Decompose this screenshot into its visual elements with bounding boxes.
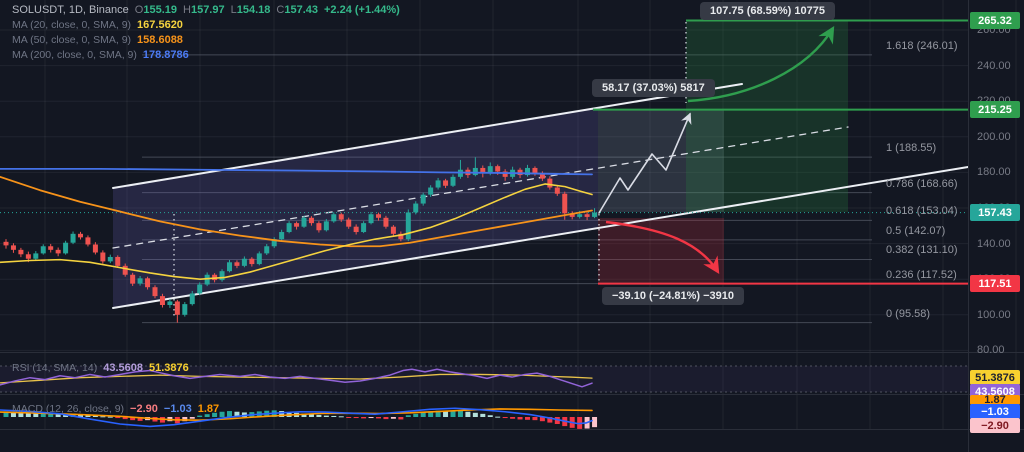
ma50-line [0, 175, 593, 248]
target1-label[interactable]: 58.17 (37.03%) 5817 [592, 79, 715, 97]
macd-legend[interactable]: MACD (12, 26, close, 9) −2.90 −1.03 1.87 [12, 403, 219, 415]
channel-bottom-line [112, 166, 969, 309]
macd-line [0, 407, 593, 428]
fib-level-label: 1.618 (246.01) [886, 39, 958, 52]
ma20-value: 167.5620 [137, 19, 183, 31]
price-tick-label: 200.00 [977, 130, 1011, 143]
channel-mid-dashed-line [112, 126, 849, 249]
rsi-legend[interactable]: RSI (14, SMA, 14) 43.5608 51.3876 [12, 362, 189, 374]
macd-hist-value: −2.90 [130, 403, 158, 415]
price-tick-label: 140.00 [977, 237, 1011, 250]
ma50-value: 158.6088 [137, 34, 183, 46]
macd-signal-value: 1.87 [197, 403, 220, 415]
projection-box-gray [598, 110, 724, 212]
rsi-sma-value: 51.3876 [148, 362, 189, 374]
macd-label: MACD (12, 26, close, 9) [12, 403, 125, 415]
macd-signal-line [0, 408, 593, 421]
rsi-line [0, 368, 593, 388]
macd-line-value: −1.03 [163, 403, 192, 415]
price-badge: 265.32 [970, 12, 1020, 30]
ma200-legend-row[interactable]: MA (200, close, 0, SMA, 9) 178.8786 [12, 49, 189, 61]
high-label: H [183, 4, 191, 16]
fib-level-label: 1 (188.55) [886, 142, 937, 155]
fib-level-label: 0.382 (131.10) [886, 244, 958, 257]
ma200-line [0, 167, 593, 176]
fib-level-label: 0.618 (153.04) [886, 205, 958, 218]
fib-level-label: 0 (95.58) [886, 307, 931, 320]
low-value: 154.18 [236, 4, 271, 16]
low-label: L [230, 4, 237, 16]
target2-label[interactable]: 107.75 (68.59%) 10775 [700, 2, 835, 20]
open-value: 155.19 [143, 4, 177, 16]
ma20-legend-row[interactable]: MA (20, close, 0, SMA, 9) 167.5620 [12, 19, 183, 31]
change-value: +2.24 (+1.44%) [324, 4, 400, 16]
bullish-curved-arrow [687, 25, 835, 103]
symbol-title: SOLUSDT, 1D, Binance [12, 4, 129, 16]
ma200-label: MA (200, close, 0, SMA, 9) [12, 49, 137, 61]
rsi-value: 43.5608 [103, 362, 143, 374]
ma200-value: 178.8786 [142, 49, 189, 61]
price-tick-label: 240.00 [977, 59, 1011, 72]
price-tick-label: 80.00 [977, 344, 1005, 357]
price-tick-label: 100.00 [977, 308, 1011, 321]
loss-label[interactable]: −39.10 (−24.81%) −3910 [602, 287, 745, 305]
macd-badge: −1.03 [970, 404, 1020, 419]
price-badge: 157.43 [970, 204, 1020, 222]
ohlc-legend[interactable]: SOLUSDT, 1D, Binance O155.19 H157.97 L15… [12, 4, 400, 16]
macd-badge: −2.90 [970, 418, 1020, 433]
projection-zigzag-arrow [598, 112, 692, 214]
close-label: C [276, 4, 285, 16]
stoploss-box-red [598, 218, 724, 284]
fib-level-label: 0.236 (117.52) [886, 268, 957, 281]
price-badge: 215.25 [970, 101, 1020, 119]
price-tick-label: 180.00 [977, 166, 1011, 179]
macd-badge: 1.87 [970, 395, 1020, 405]
fib-level-label: 0.5 (142.07) [886, 224, 946, 237]
ma20-line [0, 183, 593, 281]
rsi-band-fill [0, 366, 968, 392]
open-label: O [134, 4, 144, 16]
ma20-label: MA (20, close, 0, SMA, 9) [12, 19, 132, 31]
fib-level-label: 0.786 (168.66) [886, 177, 958, 190]
ma50-legend-row[interactable]: MA (50, close, 0, SMA, 9) 158.6088 [12, 34, 183, 46]
ma50-label: MA (50, close, 0, SMA, 9) [12, 34, 132, 46]
time-scale[interactable]: 21Apr1121May1121Jun1121Jul1121 [0, 430, 1024, 452]
rsi-badge: 51.3876 [970, 370, 1020, 385]
close-value: 157.43 [284, 4, 318, 16]
price-badge: 117.51 [970, 275, 1020, 293]
bearish-curved-arrow [605, 220, 720, 275]
high-value: 157.97 [190, 4, 225, 16]
rsi-label: RSI (14, SMA, 14) [12, 362, 98, 374]
target-box-green [686, 21, 848, 212]
